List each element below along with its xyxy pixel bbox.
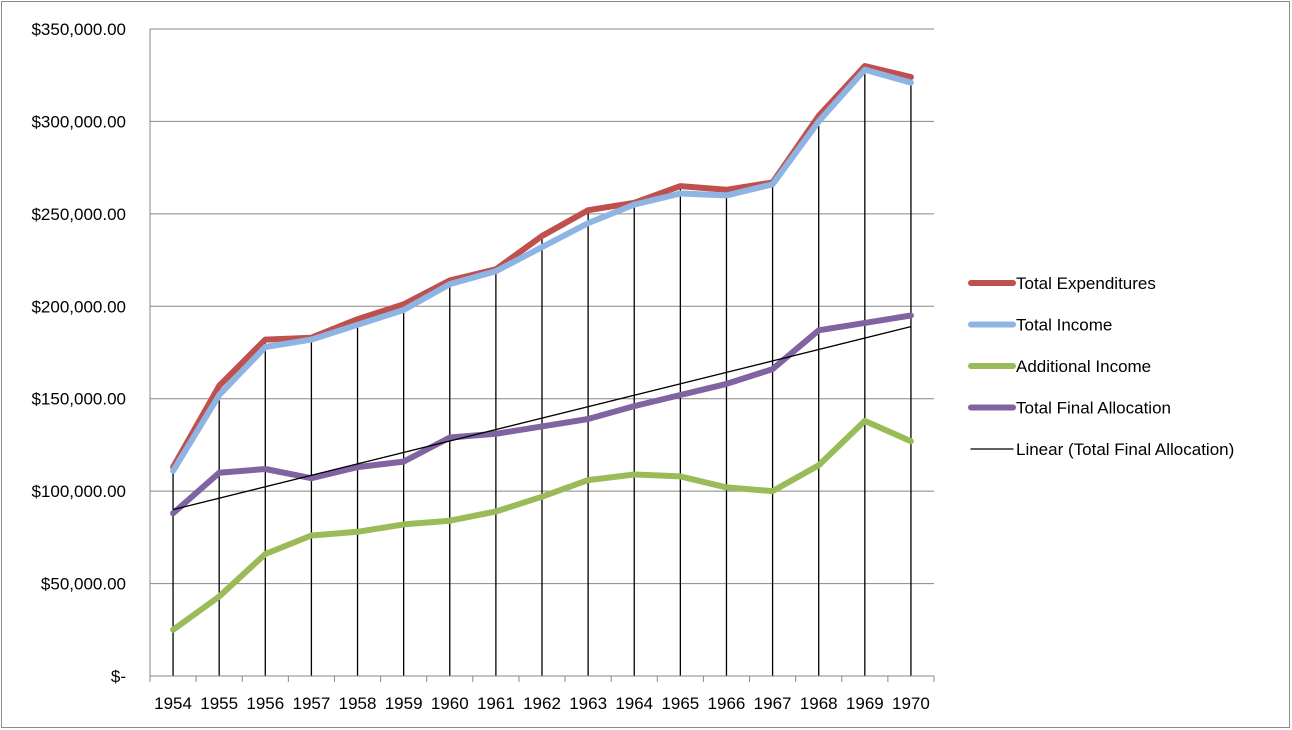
data-point-total-income xyxy=(585,220,591,226)
data-point-total-income xyxy=(770,181,776,187)
data-point-total-final-allocation xyxy=(677,392,683,398)
data-point-total-expenditures xyxy=(262,337,268,343)
x-tick-label: 1955 xyxy=(200,694,238,713)
y-tick-label: $150,000.00 xyxy=(31,390,126,409)
data-point-total-final-allocation xyxy=(723,381,729,387)
x-tick-label: 1968 xyxy=(800,694,838,713)
data-point-additional-income xyxy=(723,484,729,490)
x-tick-label: 1969 xyxy=(846,694,884,713)
data-point-additional-income xyxy=(308,533,314,539)
data-point-total-final-allocation xyxy=(862,320,868,326)
data-point-total-final-allocation xyxy=(585,416,591,422)
y-tick-label: $300,000.00 xyxy=(31,112,126,131)
x-tick-label: 1961 xyxy=(477,694,515,713)
data-point-additional-income xyxy=(401,521,407,527)
data-point-total-income xyxy=(170,468,176,474)
data-point-total-income xyxy=(216,392,222,398)
x-tick-label: 1965 xyxy=(661,694,699,713)
data-point-additional-income xyxy=(862,418,868,424)
drop-lines xyxy=(172,65,912,676)
data-point-total-final-allocation xyxy=(770,366,776,372)
y-tick-label: $350,000.00 xyxy=(31,20,126,39)
data-point-total-income xyxy=(355,322,361,328)
data-point-additional-income xyxy=(262,551,268,557)
y-tick-label: $250,000.00 xyxy=(31,205,126,224)
data-point-total-expenditures xyxy=(539,233,545,239)
data-point-total-income xyxy=(262,344,268,350)
data-point-total-income xyxy=(862,67,868,73)
series-layer xyxy=(170,63,914,633)
y-axis: $- $50,000.00 $100,000.00 $150,000.00 $200,0… xyxy=(31,20,151,686)
data-point-total-income xyxy=(401,307,407,313)
x-tick-label: 1970 xyxy=(892,694,930,713)
y-tick-label: $- xyxy=(111,667,126,686)
x-tick-label: 1962 xyxy=(523,694,561,713)
data-point-total-final-allocation xyxy=(539,423,545,429)
x-tick-label: 1959 xyxy=(385,694,423,713)
legend-label: Linear (Total Final Allocation) xyxy=(1016,440,1234,459)
data-point-total-final-allocation xyxy=(447,435,453,441)
x-tick-label: 1956 xyxy=(246,694,284,713)
x-tick-label: 1967 xyxy=(754,694,792,713)
data-point-total-final-allocation xyxy=(816,327,822,333)
x-axis: 1954 1955 1956 1957 1958 1959 1960 1961 1962 1963… xyxy=(149,675,935,713)
data-point-total-income xyxy=(539,244,545,250)
legend-label: Additional Income xyxy=(1016,357,1151,376)
data-point-additional-income xyxy=(631,472,637,478)
data-point-total-income xyxy=(723,192,729,198)
data-point-total-expenditures xyxy=(677,183,683,189)
data-point-additional-income xyxy=(355,529,361,535)
data-point-total-expenditures xyxy=(216,383,222,389)
x-tick-label: 1966 xyxy=(708,694,746,713)
x-tick-label: 1958 xyxy=(339,694,377,713)
x-tick-label: 1954 xyxy=(154,694,192,713)
data-point-additional-income xyxy=(677,473,683,479)
trendline xyxy=(172,325,912,511)
data-point-additional-income xyxy=(770,488,776,494)
data-point-total-final-allocation xyxy=(631,403,637,409)
data-point-additional-income xyxy=(816,462,822,468)
data-point-additional-income xyxy=(585,477,591,483)
data-point-additional-income xyxy=(493,508,499,514)
data-point-total-income xyxy=(493,268,499,274)
data-point-total-final-allocation xyxy=(355,464,361,470)
x-tick-label: 1957 xyxy=(292,694,330,713)
data-point-total-expenditures xyxy=(723,187,729,193)
y-tick-label: $100,000.00 xyxy=(31,482,126,501)
data-point-additional-income xyxy=(539,494,545,500)
data-point-total-final-allocation xyxy=(216,470,222,476)
data-point-total-income xyxy=(631,202,637,208)
legend-label: Total Income xyxy=(1016,316,1112,335)
x-tick-label: 1964 xyxy=(615,694,653,713)
data-point-total-final-allocation xyxy=(170,510,176,516)
x-tick-label: 1960 xyxy=(431,694,469,713)
data-point-additional-income xyxy=(908,438,914,444)
legend: Total Expenditures Total Income Additional… xyxy=(968,274,1234,459)
data-point-additional-income xyxy=(447,518,453,524)
legend-label: Total Expenditures xyxy=(1016,274,1156,293)
trendline-layer xyxy=(172,325,912,511)
data-point-total-final-allocation xyxy=(908,313,914,319)
data-point-additional-income xyxy=(170,627,176,633)
y-tick-label: $200,000.00 xyxy=(31,297,126,316)
data-point-total-final-allocation xyxy=(308,475,314,481)
data-point-total-income xyxy=(308,337,314,343)
data-point-additional-income xyxy=(216,594,222,600)
data-point-total-expenditures xyxy=(355,316,361,322)
x-tick-label: 1963 xyxy=(569,694,607,713)
y-tick-label: $50,000.00 xyxy=(41,575,126,594)
data-point-total-expenditures xyxy=(585,207,591,213)
data-point-total-final-allocation xyxy=(493,431,499,437)
data-point-total-expenditures xyxy=(908,74,914,80)
legend-label: Total Final Allocation xyxy=(1016,399,1171,418)
data-point-total-income xyxy=(816,118,822,124)
data-point-total-income xyxy=(677,191,683,197)
data-point-total-income xyxy=(447,281,453,287)
data-point-total-expenditures xyxy=(401,301,407,307)
data-point-total-final-allocation xyxy=(262,466,268,472)
data-point-total-final-allocation xyxy=(401,459,407,465)
data-point-total-income xyxy=(908,80,914,86)
